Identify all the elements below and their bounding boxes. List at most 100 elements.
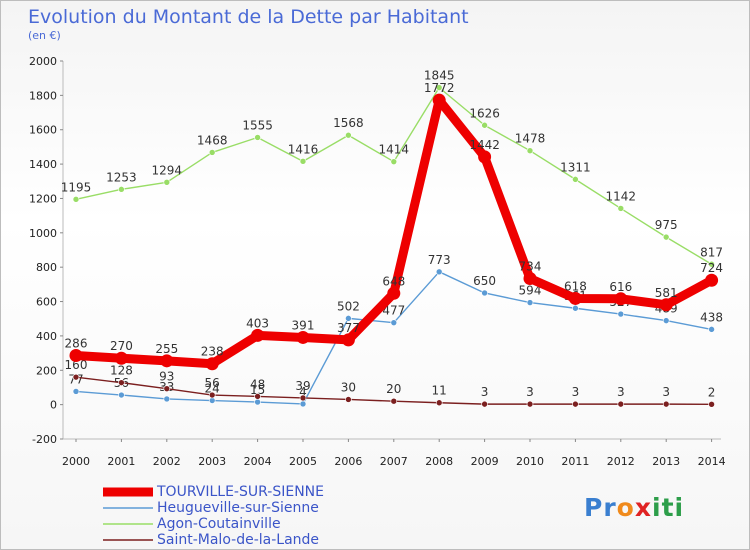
- data-label-heugueville-sur-sienne: 650: [473, 274, 496, 288]
- data-label-agon-coutainville: 1468: [197, 133, 228, 147]
- data-label-tourville-sur-sienne: 391: [292, 318, 315, 332]
- x-tick-label: 2004: [244, 455, 272, 468]
- data-point-tourville-sur-sienne: [478, 150, 492, 164]
- data-label-tourville-sur-sienne: 734: [519, 260, 542, 274]
- logo-letter: P: [584, 493, 604, 522]
- x-tick-label: 2014: [698, 455, 726, 468]
- data-label-tourville-sur-sienne: 648: [382, 274, 405, 288]
- data-label-tourville-sur-sienne: 1442: [469, 138, 500, 152]
- data-point-heugueville-sur-sienne: [662, 317, 670, 324]
- data-point-tourville-sur-sienne: [568, 291, 582, 305]
- data-label-saint-malo-de-la-lande: 160: [65, 358, 88, 372]
- data-label-saint-malo-de-la-lande: 30: [341, 380, 356, 394]
- data-label-saint-malo-de-la-lande: 3: [526, 385, 534, 399]
- data-point-tourville-sur-sienne: [387, 286, 401, 300]
- data-label-saint-malo-de-la-lande: 3: [617, 385, 625, 399]
- data-point-agon-coutainville: [118, 186, 125, 193]
- data-label-tourville-sur-sienne: 286: [65, 336, 88, 350]
- data-label-agon-coutainville: 1294: [152, 163, 183, 177]
- data-point-tourville-sur-sienne: [341, 333, 355, 347]
- x-tick-label: 2008: [425, 455, 453, 468]
- y-tick-label: 1400: [29, 158, 57, 171]
- data-label-heugueville-sur-sienne: 438: [700, 310, 723, 324]
- data-point-saint-malo-de-la-lande: [254, 393, 261, 400]
- data-label-tourville-sur-sienne: 616: [609, 280, 632, 294]
- data-label-heugueville-sur-sienne: 4: [299, 385, 307, 399]
- data-point-saint-malo-de-la-lande: [118, 379, 125, 386]
- x-tick-label: 2010: [516, 455, 544, 468]
- x-tick-label: 2001: [107, 455, 135, 468]
- data-label-tourville-sur-sienne: 377: [337, 321, 360, 335]
- data-label-agon-coutainville: 1311: [560, 160, 591, 174]
- data-point-tourville-sur-sienne: [659, 298, 673, 312]
- data-point-heugueville-sur-sienne: [481, 289, 488, 297]
- data-point-saint-malo-de-la-lande: [390, 397, 398, 405]
- y-tick-label: 1000: [29, 227, 57, 240]
- data-point-heugueville-sur-sienne: [708, 326, 715, 333]
- data-label-tourville-sur-sienne: 581: [655, 286, 678, 300]
- data-label-heugueville-sur-sienne: 477: [382, 304, 405, 318]
- y-tick-label: 1600: [29, 124, 57, 137]
- x-tick-label: 2007: [380, 455, 408, 468]
- y-tick-label: 1200: [29, 192, 57, 205]
- data-label-tourville-sur-sienne: 618: [564, 279, 587, 293]
- data-label-saint-malo-de-la-lande: 93: [159, 370, 174, 384]
- logo-letter: x: [634, 493, 652, 522]
- data-point-tourville-sur-sienne: [614, 292, 628, 306]
- y-tick-label: 800: [36, 261, 57, 274]
- data-label-agon-coutainville: 1555: [242, 118, 273, 132]
- data-point-heugueville-sur-sienne: [299, 400, 307, 408]
- x-tick-label: 2000: [62, 455, 90, 468]
- data-point-tourville-sur-sienne: [205, 357, 219, 371]
- data-point-heugueville-sur-sienne: [390, 319, 398, 326]
- y-tick-label: 2000: [29, 55, 57, 68]
- data-label-saint-malo-de-la-lande: 48: [250, 377, 265, 391]
- data-point-tourville-sur-sienne: [160, 354, 174, 368]
- data-point-saint-malo-de-la-lande: [163, 385, 171, 392]
- data-point-agon-coutainville: [390, 158, 398, 165]
- data-point-heugueville-sur-sienne: [72, 388, 80, 395]
- data-point-tourville-sur-sienne: [69, 348, 83, 362]
- data-point-saint-malo-de-la-lande: [345, 396, 352, 403]
- data-label-agon-coutainville: 1195: [61, 180, 92, 194]
- data-point-saint-malo-de-la-lande: [617, 400, 625, 408]
- data-label-tourville-sur-sienne: 724: [700, 261, 723, 275]
- data-point-agon-coutainville: [72, 196, 80, 203]
- data-point-tourville-sur-sienne: [296, 330, 310, 344]
- data-point-agon-coutainville: [208, 149, 216, 156]
- data-label-agon-coutainville: 1414: [379, 143, 410, 157]
- data-point-saint-malo-de-la-lande: [72, 373, 80, 381]
- data-point-tourville-sur-sienne: [251, 328, 265, 342]
- data-point-saint-malo-de-la-lande: [708, 400, 715, 408]
- data-label-tourville-sur-sienne: 1772: [424, 81, 455, 95]
- data-point-agon-coutainville: [526, 147, 534, 154]
- data-point-agon-coutainville: [481, 121, 488, 129]
- x-tick-label: 2006: [334, 455, 362, 468]
- data-label-saint-malo-de-la-lande: 11: [432, 384, 447, 398]
- data-label-tourville-sur-sienne: 270: [110, 339, 133, 353]
- data-label-saint-malo-de-la-lande: 2: [708, 385, 716, 399]
- data-point-heugueville-sur-sienne: [526, 299, 534, 306]
- data-point-agon-coutainville: [163, 179, 171, 186]
- data-label-agon-coutainville: 1845: [424, 69, 455, 83]
- data-point-saint-malo-de-la-lande: [481, 400, 488, 408]
- y-tick-label: 400: [36, 330, 57, 343]
- logo-letter: r: [603, 493, 617, 522]
- legend-label-tourville: TOURVILLE-SUR-SIENNE: [157, 484, 324, 500]
- data-label-heugueville-sur-sienne: 773: [428, 253, 451, 267]
- data-label-agon-coutainville: 1142: [606, 189, 637, 203]
- data-point-agon-coutainville: [572, 176, 579, 183]
- data-label-heugueville-sur-sienne: 594: [519, 284, 542, 298]
- data-point-heugueville-sur-sienne: [118, 391, 125, 399]
- data-point-tourville-sur-sienne: [523, 272, 537, 286]
- x-tick-label: 2009: [471, 455, 499, 468]
- data-point-tourville-sur-sienne: [705, 273, 719, 287]
- data-label-heugueville-sur-sienne: 502: [337, 299, 360, 313]
- chart-title: Evolution du Montant de la Dette par Hab…: [28, 6, 469, 28]
- data-label-saint-malo-de-la-lande: 3: [662, 385, 670, 399]
- y-tick-label: -200: [32, 433, 57, 446]
- x-tick-label: 2002: [153, 455, 181, 468]
- data-label-saint-malo-de-la-lande: 20: [386, 382, 401, 396]
- data-point-saint-malo-de-la-lande: [435, 399, 443, 407]
